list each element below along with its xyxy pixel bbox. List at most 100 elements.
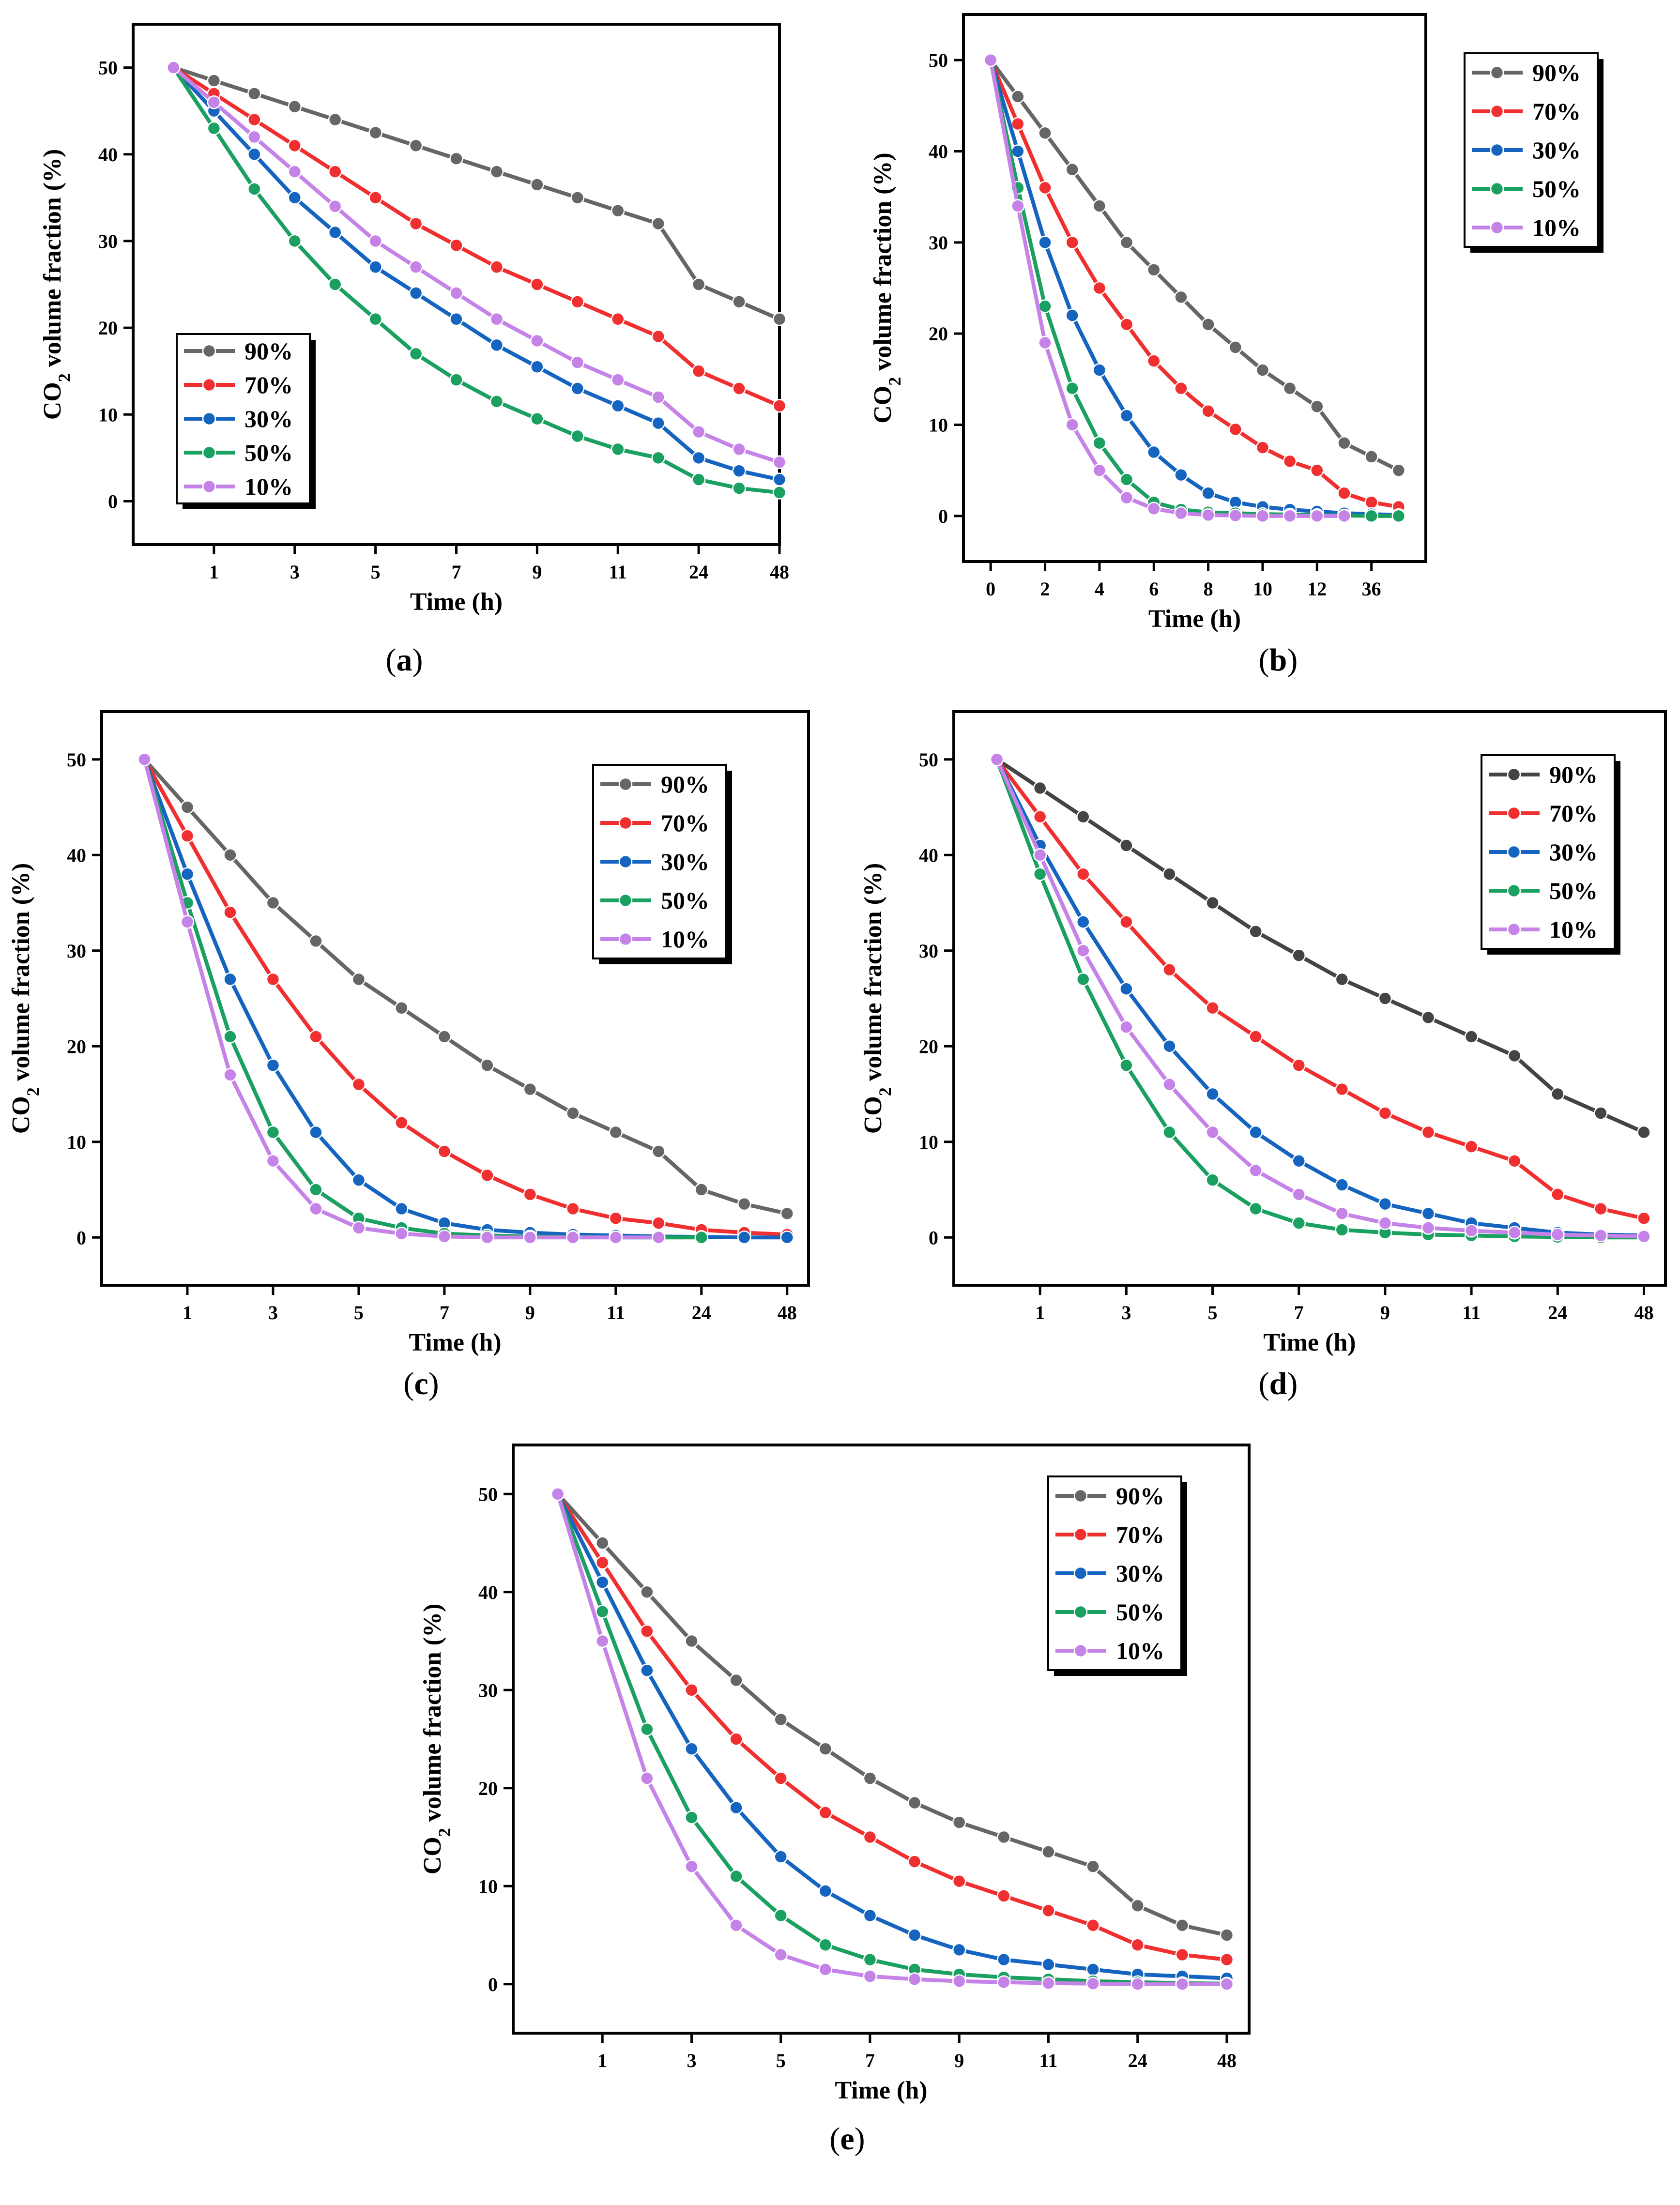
- series-line-30pct: [995, 758, 1644, 1238]
- data-point: [1378, 1216, 1392, 1230]
- data-point: [570, 381, 585, 395]
- data-point: [1228, 340, 1243, 354]
- data-point: [566, 1231, 580, 1245]
- plot-frame: [100, 710, 810, 1287]
- data-point: [609, 1211, 623, 1225]
- data-point: [780, 1231, 794, 1245]
- legend-marker: [1507, 922, 1521, 937]
- legend-marker: [202, 479, 216, 494]
- y-tick-label: 10: [478, 1875, 498, 1897]
- y-tick-label: 50: [478, 1483, 498, 1505]
- data-point: [907, 1795, 922, 1810]
- data-point: [732, 464, 746, 478]
- data-point: [1086, 1859, 1100, 1873]
- data-point: [223, 1068, 237, 1082]
- legend-marker: [202, 378, 216, 392]
- data-point: [1228, 422, 1243, 437]
- data-point: [1421, 1221, 1436, 1235]
- data-point: [1130, 1938, 1145, 1952]
- data-point: [1011, 90, 1025, 104]
- y-tick-label: 30: [98, 230, 118, 252]
- x-tick-label: 3: [290, 561, 300, 583]
- legend-entry-label: 10%: [244, 473, 293, 500]
- data-point: [247, 112, 261, 127]
- data-point: [1119, 490, 1134, 505]
- data-point: [952, 1874, 966, 1888]
- x-tick-label: 11: [1039, 2050, 1058, 2071]
- y-tick-label: 40: [98, 144, 118, 166]
- data-point: [1507, 1049, 1522, 1063]
- data-point: [1146, 445, 1161, 459]
- data-point: [652, 1231, 666, 1245]
- data-point: [137, 752, 152, 766]
- data-point: [1255, 509, 1270, 523]
- data-point: [1076, 810, 1090, 824]
- data-point: [449, 286, 463, 300]
- data-point: [1378, 1197, 1392, 1211]
- data-point: [449, 238, 463, 253]
- data-point: [1065, 418, 1079, 432]
- chart-panel-d: 0 10 20 30 40 50 1 3 5 7 9 11 24 48 Time (h) CO2 volume…: [859, 710, 1667, 1401]
- y-tick-label: 20: [98, 317, 118, 339]
- legend-marker: [1490, 65, 1504, 80]
- legend-entry-label: 10%: [1549, 916, 1598, 943]
- data-point: [1249, 1125, 1263, 1140]
- y-tick-label: 30: [919, 940, 938, 962]
- data-point: [288, 99, 302, 114]
- series-line-10pct: [995, 759, 1644, 1239]
- data-point: [1011, 199, 1025, 213]
- data-point: [691, 425, 706, 439]
- data-point: [570, 429, 585, 443]
- data-point: [1364, 450, 1378, 464]
- series-line-50pct: [556, 1493, 1227, 1986]
- data-point: [409, 216, 423, 231]
- data-point: [1551, 1228, 1565, 1242]
- data-point: [1594, 1201, 1608, 1216]
- data-point: [1594, 1229, 1608, 1243]
- data-point: [530, 360, 544, 374]
- data-point: [1076, 867, 1090, 881]
- series-line-90pct: [995, 758, 1645, 1134]
- data-point: [1206, 1001, 1220, 1015]
- data-point: [167, 61, 181, 75]
- data-point: [288, 191, 302, 205]
- data-point: [1637, 1230, 1651, 1244]
- legend-marker: [1490, 104, 1504, 119]
- data-point: [1220, 1977, 1234, 1991]
- data-point: [1464, 1030, 1479, 1044]
- data-point: [1637, 1125, 1651, 1140]
- data-point: [489, 165, 504, 179]
- data-point: [1421, 1206, 1436, 1221]
- x-tick-label: 1: [183, 1302, 192, 1323]
- data-point: [309, 1030, 323, 1044]
- plot-frame: [952, 710, 1667, 1287]
- series-line-30pct: [556, 1493, 1227, 1980]
- data-point: [732, 442, 746, 456]
- data-point: [595, 1634, 610, 1648]
- x-axis-label: Time (h): [835, 2077, 927, 2104]
- y-tick-label: 50: [98, 57, 118, 79]
- chart-panel-c: 0 10 20 30 40 50 1 3 5 7 9 11 24 48 Time (h) CO2 volume…: [7, 710, 810, 1401]
- data-point: [449, 312, 463, 326]
- data-point: [1421, 1010, 1436, 1025]
- data-point: [1335, 1223, 1349, 1237]
- legend-marker: [202, 445, 216, 460]
- legend-marker: [1073, 1605, 1088, 1619]
- data-point: [223, 1030, 237, 1044]
- data-point: [1174, 468, 1188, 482]
- data-point: [480, 1231, 494, 1245]
- data-point: [863, 1771, 877, 1785]
- data-point: [480, 1168, 494, 1183]
- data-point: [409, 347, 423, 361]
- data-point: [1378, 1106, 1392, 1120]
- data-point: [907, 1928, 922, 1942]
- data-point: [640, 1771, 654, 1785]
- data-point: [737, 1231, 751, 1245]
- x-tick-label: 11: [609, 561, 627, 583]
- data-point: [1076, 943, 1090, 958]
- data-point: [818, 1884, 833, 1898]
- data-point: [247, 147, 261, 161]
- plot-frame: [512, 1444, 1251, 2035]
- data-point: [288, 138, 302, 153]
- series-line-50pct: [995, 759, 1644, 1240]
